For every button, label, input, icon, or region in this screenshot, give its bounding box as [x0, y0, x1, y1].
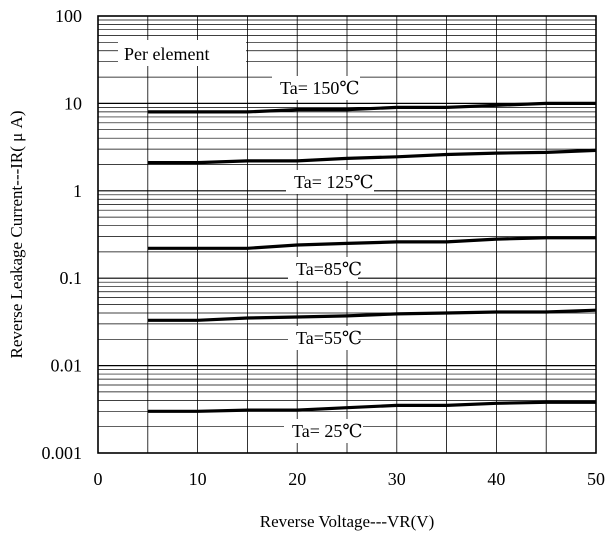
annotation-label: Per element — [124, 44, 209, 64]
series-line-5 — [147, 400, 596, 413]
series-lines — [147, 101, 597, 413]
series-label-background — [288, 326, 358, 350]
y-tick-label: 0.1 — [60, 268, 83, 288]
y-axis-label: Reverse Leakage Current---IR( μ A) — [7, 111, 26, 359]
x-tick-label: 50 — [587, 469, 605, 489]
series-line-4 — [147, 308, 597, 322]
series-label-background — [272, 76, 360, 100]
y-tick-label: 0.001 — [42, 443, 83, 463]
labels: Ta= 150℃ Ta= 125℃ Ta=85℃ Ta=55℃ Ta= 25℃ — [272, 76, 374, 443]
x-axis-label: Reverse Voltage---VR(V) — [260, 512, 435, 531]
series-label-background — [286, 170, 374, 194]
series-label-4: Ta=55℃ — [296, 328, 362, 348]
x-tick-label: 10 — [189, 469, 207, 489]
series-label-2: Ta= 125℃ — [294, 172, 374, 192]
series-line-1 — [147, 101, 596, 114]
tick-labels: 0 10 20 30 40 50 0.001 0.01 0.1 1 10 100 — [42, 6, 606, 489]
plot-border — [97, 15, 597, 454]
series-label-5: Ta= 25℃ — [292, 421, 363, 441]
y-tick-label: 0.01 — [51, 356, 83, 376]
series-line-3 — [147, 236, 596, 250]
y-tick-label: 1 — [73, 181, 82, 201]
y-tick-label: 10 — [64, 93, 82, 113]
series-label-background — [284, 419, 363, 443]
x-tick-label: 30 — [388, 469, 406, 489]
plot-frame — [97, 15, 597, 454]
series-line-2 — [147, 148, 597, 165]
x-tick-label: 0 — [94, 469, 103, 489]
x-tick-label: 40 — [487, 469, 505, 489]
y-tick-label: 100 — [55, 6, 82, 26]
series-label-3: Ta=85℃ — [296, 259, 362, 279]
series-label-1: Ta= 150℃ — [280, 78, 360, 98]
annotation-background — [118, 40, 246, 66]
x-tick-label: 20 — [288, 469, 306, 489]
series-label-background — [288, 257, 358, 281]
